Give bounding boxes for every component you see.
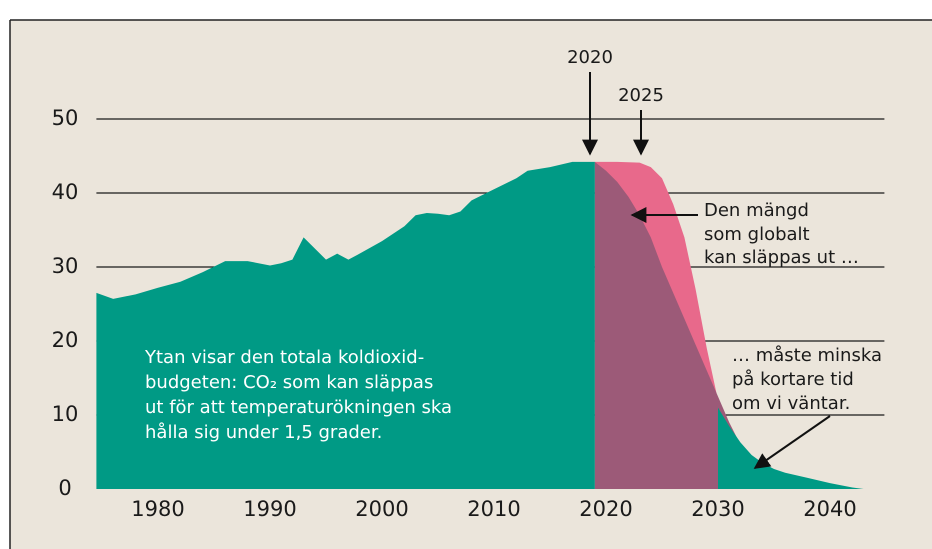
annotation: om vi väntar.: [732, 393, 850, 414]
annotation: som globalt: [704, 224, 810, 245]
annotation: hålla sig under 1,5 grader.: [145, 422, 382, 443]
annotation: … måste minska: [732, 345, 882, 366]
x-tick-label: 2030: [691, 497, 744, 521]
y-tick-label: 30: [52, 254, 79, 278]
annotation: på kortare tid: [732, 369, 854, 390]
area: [594, 161, 774, 490]
y-tick-label: 40: [52, 180, 79, 204]
x-tick-label: 2010: [467, 497, 520, 521]
arrow: [753, 415, 831, 469]
x-tick-label: 1980: [131, 497, 184, 521]
annotation: kan släppas ut …: [704, 247, 859, 268]
y-tick-label: 0: [58, 476, 71, 500]
annotation: 2025: [618, 85, 664, 106]
area: [96, 161, 864, 490]
x-tick-label: 2020: [579, 497, 632, 521]
x-tick-label: 1990: [243, 497, 296, 521]
areas: [96, 161, 864, 490]
y-tick-label: 20: [52, 328, 79, 352]
y-tick-label: 10: [52, 402, 79, 426]
x-tick-label: 2040: [803, 497, 856, 521]
annotation: Den mängd: [704, 200, 809, 221]
annotation: budgeten: CO₂ som kan släppas: [145, 372, 433, 393]
annotation: Ytan visar den totala koldioxid-: [144, 347, 424, 368]
annotation: 2020: [567, 47, 613, 68]
y-tick-label: 50: [52, 106, 79, 130]
annotation: ut för att temperaturökningen ska: [145, 397, 452, 418]
labels: 2020 2025 Den mängd som globalt kan släp…: [144, 47, 882, 469]
x-tick-label: 2000: [355, 497, 408, 521]
